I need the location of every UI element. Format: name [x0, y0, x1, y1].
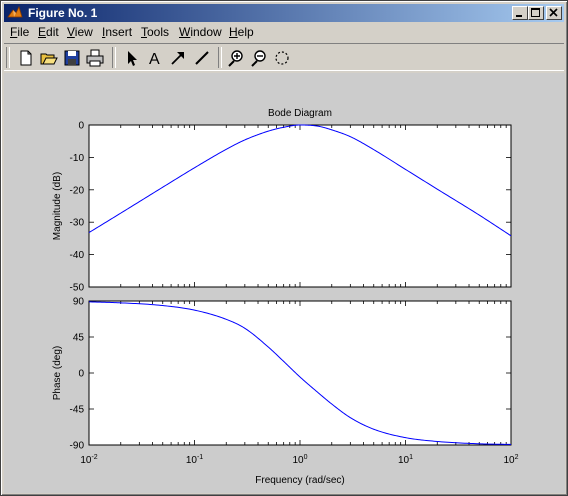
matlab-logo-icon — [7, 5, 23, 18]
series-line-phase — [88, 301, 512, 445]
menu-mnemonic: V — [67, 25, 75, 39]
axes-phase — [88, 300, 512, 446]
y-tick-label: -50 — [70, 283, 85, 294]
svg-text:A: A — [149, 51, 160, 68]
menu-mnemonic: W — [179, 25, 191, 39]
y-tick-label: 0 — [78, 121, 84, 132]
bode-plot: Bode Diagram 0 -10 -20 -30 -40 -50 Magnitude (d… — [52, 108, 519, 486]
minimize-button[interactable] — [512, 6, 528, 20]
y-tick-label: -10 — [70, 153, 85, 164]
menu-mnemonic: H — [229, 25, 238, 39]
menu-mnemonic: T — [141, 25, 147, 39]
y-tick-label: 0 — [78, 369, 84, 380]
y-tick-label: -90 — [70, 441, 85, 452]
insert-text-button[interactable]: A — [145, 48, 165, 68]
x-tick-label: 101 — [398, 454, 413, 466]
minimize-icon — [516, 15, 522, 17]
menu-label-rest: ools — [147, 25, 170, 39]
insert-text-icon: A — [149, 51, 160, 68]
close-icon — [549, 8, 558, 17]
menu-mnemonic: I — [102, 25, 106, 39]
open-folder-icon — [40, 53, 58, 65]
insert-line-icon — [195, 51, 209, 65]
y-axis-label-phase: Phase (deg) — [52, 346, 63, 400]
menu-label-rest: ile — [17, 25, 30, 39]
zoom-out-button[interactable] — [249, 48, 269, 68]
axes-magnitude — [88, 124, 512, 288]
print-icon — [86, 49, 104, 67]
insert-line-button[interactable] — [192, 48, 212, 68]
menu-file[interactable]: File — [10, 25, 29, 40]
window-title: Figure No. 1 — [28, 6, 98, 20]
x-axis-label: Frequency (rad/sec) — [255, 475, 344, 486]
y-tick-label: 45 — [73, 333, 85, 344]
title-bar[interactable]: Figure No. 1 — [4, 4, 564, 22]
zoom-in-icon — [228, 50, 243, 67]
menu-mnemonic: E — [38, 25, 47, 39]
toolbar-separator — [218, 47, 222, 68]
y-tick-label: -20 — [70, 185, 85, 196]
y-axis-label-magnitude: Magnitude (dB) — [52, 172, 63, 240]
menu-edit[interactable]: Edit — [38, 25, 59, 40]
zoom-in-button[interactable] — [226, 48, 246, 68]
menu-bar: File Edit View Insert Tools Window Help — [4, 23, 564, 42]
y-tick-label: 90 — [73, 297, 85, 308]
select-arrow-button[interactable] — [122, 48, 142, 68]
toolbar-grip — [6, 47, 10, 68]
menu-insert[interactable]: Insert — [102, 25, 132, 40]
menu-window[interactable]: Window — [179, 25, 222, 40]
print-button[interactable] — [85, 48, 105, 68]
rotate-3d-icon — [275, 51, 289, 65]
x-tick-label: 102 — [503, 454, 518, 466]
x-tick-label: 100 — [292, 454, 307, 466]
chart-title: Bode Diagram — [268, 108, 332, 119]
y-tick-label: -45 — [70, 405, 85, 416]
menu-label-rest: iew — [74, 25, 93, 39]
menu-mnemonic: F — [10, 25, 18, 39]
maximize-icon — [531, 8, 540, 17]
toolbar: A — [4, 43, 564, 71]
series-line-magnitude — [88, 124, 512, 237]
new-file-button[interactable] — [16, 48, 36, 68]
x-tick-label: 10-2 — [80, 454, 97, 466]
menu-help[interactable]: Help — [229, 25, 254, 40]
zoom-out-icon — [251, 50, 266, 67]
menu-tools[interactable]: Tools — [141, 25, 169, 40]
maximize-button[interactable] — [528, 6, 544, 20]
menu-label-rest: elp — [237, 25, 254, 39]
menu-label-rest: nsert — [105, 25, 133, 39]
menu-label-rest: indow — [190, 25, 222, 39]
select-arrow-icon — [128, 51, 137, 66]
menu-label-rest: dit — [46, 25, 59, 39]
figure-canvas[interactable]: Bode Diagram 0 -10 -20 -30 -40 -50 Magnitude (d… — [4, 73, 565, 493]
open-file-button[interactable] — [39, 48, 59, 68]
save-button[interactable] — [62, 48, 82, 68]
y-tick-label: -40 — [70, 250, 85, 261]
rotate-3d-button[interactable] — [272, 48, 292, 68]
x-tick-label: 10-1 — [186, 454, 203, 466]
insert-arrow-icon — [171, 52, 184, 65]
close-button[interactable] — [546, 6, 562, 20]
insert-arrow-button[interactable] — [168, 48, 188, 68]
y-tick-label: -30 — [70, 218, 85, 229]
menu-view[interactable]: View — [67, 25, 93, 40]
toolbar-separator — [112, 47, 116, 68]
save-icon — [64, 50, 80, 66]
new-file-icon — [20, 50, 32, 66]
